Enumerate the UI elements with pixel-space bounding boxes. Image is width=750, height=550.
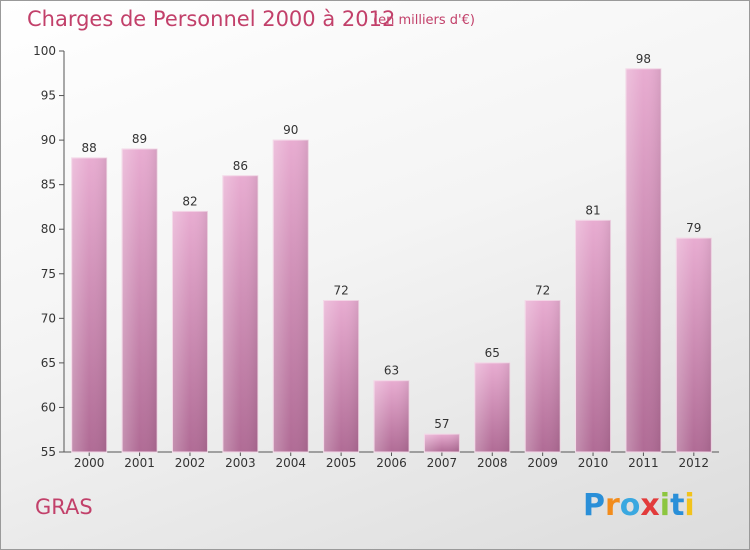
y-tick-label: 80 [41,222,56,236]
x-tick-label-2003: 2003 [225,456,256,470]
logo-letter: x [640,488,660,523]
bar-shade-2009 [525,300,561,452]
chart-title: Charges de Personnel 2000 à 2012 [27,7,396,31]
proxiti-logo: Proxiti [583,488,695,523]
commune-name: GRAS [35,495,93,519]
y-tick-label: 90 [41,133,56,147]
bar-shade-2001 [122,149,158,452]
data-label-2006: 63 [384,364,399,378]
chart-subtitle: (en milliers d'€) [373,13,475,28]
data-label-2009: 72 [535,284,550,298]
x-tick-label-2010: 2010 [578,456,609,470]
data-label-2004: 90 [283,123,298,137]
data-label-2008: 65 [485,346,500,360]
data-label-2011: 98 [636,52,651,66]
x-tick-label-2007: 2007 [427,456,458,470]
x-tick-label-2011: 2011 [628,456,659,470]
y-tick-label: 60 [41,400,56,414]
x-tick-label-2001: 2001 [124,456,155,470]
x-tick-label-2009: 2009 [527,456,558,470]
x-tick-label-2006: 2006 [376,456,407,470]
data-label-2001: 89 [132,132,147,146]
y-tick-label: 65 [41,356,56,370]
y-tick-label: 85 [41,178,56,192]
data-label-2012: 79 [686,221,701,235]
bar-shade-2000 [71,157,107,452]
x-tick-label-2002: 2002 [175,456,206,470]
bar-shade-2012 [676,238,712,452]
y-tick-label: 100 [33,44,56,58]
y-tick-label: 55 [41,445,56,459]
bar-shade-2004 [273,140,309,452]
data-label-2005: 72 [333,284,348,298]
bar-shade-2011 [625,68,661,453]
bar-shade-2005 [323,300,359,452]
bar-shade-2006 [374,380,409,452]
x-tick-label-2005: 2005 [326,456,357,470]
y-tick-label: 95 [41,89,56,103]
bar-shade-2008 [474,362,510,452]
logo-letter: i [684,488,695,523]
logo-letter: t [670,488,685,523]
data-label-2002: 82 [182,194,197,208]
x-tick-label-2008: 2008 [477,456,508,470]
bar-shade-2002 [172,211,208,452]
data-label-2003: 86 [233,159,248,173]
data-label-2010: 81 [585,203,600,217]
x-tick-label-2012: 2012 [679,456,710,470]
data-label-2000: 88 [82,141,97,155]
y-tick-label: 70 [41,311,56,325]
y-tick-label: 75 [41,267,56,281]
logo-letter: P [583,488,605,523]
logo-letter: o [619,488,641,523]
bar-shade-2003 [222,175,258,452]
logo-letter: r [605,488,620,523]
x-tick-label-2000: 2000 [74,456,105,470]
data-label-2007: 57 [434,417,449,431]
bar-shade-2007 [424,434,460,452]
logo-letter: i [659,488,671,523]
bar-shade-2010 [575,220,611,452]
x-tick-label-2004: 2004 [275,456,306,470]
